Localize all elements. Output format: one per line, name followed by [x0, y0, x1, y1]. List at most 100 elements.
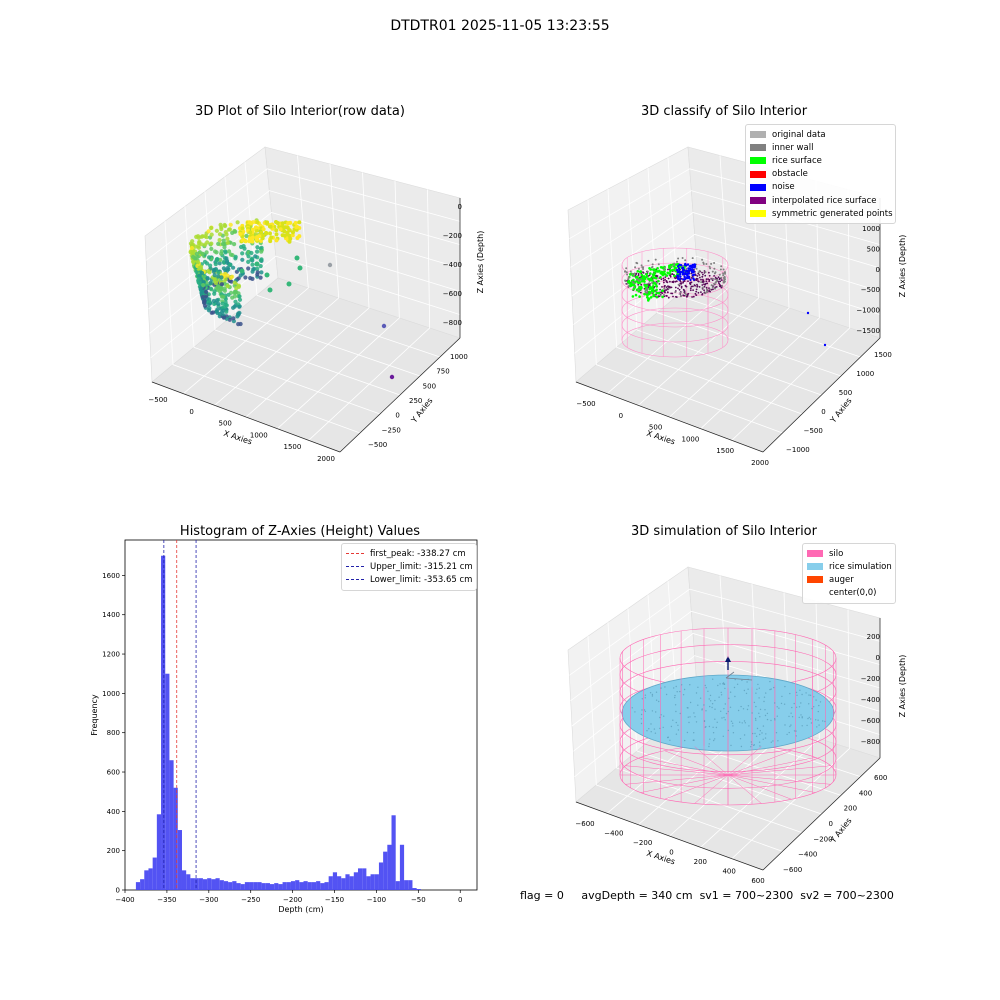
inner-wall-point	[722, 281, 725, 284]
y-tick-label: 0	[821, 408, 825, 416]
inner-wall-point	[637, 267, 640, 270]
data-point	[238, 232, 243, 236]
avg-depth-text: avgDepth = 340 cm	[581, 889, 693, 902]
rice-surface-point	[655, 285, 658, 288]
histogram-legend: first_peak: -338.27 cm Upper_limit: -315…	[341, 543, 477, 591]
rice-point	[754, 717, 757, 720]
histogram-bar	[211, 879, 216, 890]
inner-wall-point	[673, 262, 676, 265]
inner-wall-point	[714, 287, 717, 290]
data-point	[206, 229, 211, 234]
rice-point	[689, 716, 691, 718]
data-point	[286, 281, 292, 287]
data-point	[222, 245, 227, 250]
data-point	[287, 228, 292, 233]
rice-point	[763, 700, 765, 703]
data-point	[233, 229, 238, 234]
data-point	[211, 310, 216, 315]
rice-point	[686, 707, 688, 709]
legend-swatch	[807, 550, 823, 558]
data-point	[222, 260, 227, 265]
histogram-bar	[219, 880, 224, 890]
data-point	[217, 232, 223, 237]
x-tick-label: 0	[619, 412, 623, 420]
inner-wall-point	[673, 264, 675, 267]
interpolated-point	[671, 292, 674, 295]
interpolated-point	[701, 275, 704, 278]
histogram-bar	[257, 882, 262, 890]
y-tick-label: 600	[107, 769, 120, 777]
interpolated-point	[689, 282, 691, 284]
data-point	[200, 294, 205, 300]
panel1-title: 3D Plot of Silo Interior(row data)	[195, 104, 405, 119]
gridline	[145, 168, 461, 261]
rice-point	[801, 725, 803, 727]
inner-wall-point	[681, 257, 684, 259]
interpolated-point	[635, 272, 638, 275]
data-point	[221, 308, 226, 313]
noise-point	[679, 275, 682, 278]
data-point	[199, 234, 204, 239]
data-point	[232, 304, 237, 309]
rice-point	[709, 705, 711, 708]
rice-point	[793, 730, 796, 732]
interpolated-point	[663, 281, 665, 284]
histogram-bar	[240, 884, 245, 890]
histogram-bar	[370, 874, 375, 890]
rice-point	[651, 693, 654, 696]
data-point	[240, 257, 245, 262]
y-tick-label: −1000	[786, 446, 810, 454]
inner-wall-point	[631, 273, 634, 275]
inner-wall-point	[644, 291, 647, 294]
histogram-bar	[194, 878, 199, 890]
silo-floor-spoke	[727, 750, 792, 776]
rice-point	[708, 698, 710, 700]
rice-surface-point	[649, 278, 653, 282]
data-point	[206, 308, 211, 313]
z-tick-label: −500	[861, 286, 880, 294]
rice-point	[764, 709, 766, 711]
histogram-bar	[278, 884, 283, 890]
interpolated-point	[697, 280, 699, 282]
rice-point	[778, 707, 780, 709]
x-tick-label: −50	[411, 896, 426, 904]
legend-label: Lower_limit: -353.65 cm	[370, 574, 473, 585]
data-point	[202, 275, 207, 280]
interpolated-point	[703, 283, 705, 286]
x-tick-label: −350	[157, 896, 176, 904]
rice-surface-point	[668, 266, 671, 269]
rice-point	[693, 732, 695, 734]
inner-wall-point	[624, 270, 626, 273]
data-point	[206, 302, 211, 307]
data-point	[274, 228, 279, 233]
histogram-bar	[253, 882, 258, 890]
data-point	[224, 256, 229, 261]
rice-point	[819, 701, 822, 703]
inner-wall-point	[629, 270, 632, 273]
inner-wall-point	[626, 273, 629, 276]
rice-point	[793, 702, 795, 705]
inner-wall-point	[722, 268, 725, 271]
inner-wall-point	[713, 272, 716, 275]
rice-point	[810, 722, 813, 724]
rice-point	[770, 719, 772, 722]
data-point	[264, 231, 269, 236]
rice-point	[646, 730, 648, 732]
noise-point	[676, 274, 679, 277]
rice-point	[660, 714, 662, 716]
rice-point	[714, 699, 716, 702]
interpolated-point	[643, 287, 646, 290]
rice-point	[640, 713, 643, 716]
legend-swatch	[750, 144, 766, 152]
rice-point	[743, 720, 746, 722]
rice-point	[724, 687, 726, 690]
rice-point	[684, 739, 686, 742]
rice-surface-point	[631, 295, 635, 298]
y-axis-line	[762, 757, 881, 871]
interpolated-point	[665, 280, 668, 282]
x-axis-line	[575, 801, 764, 871]
data-point	[268, 239, 273, 244]
inner-wall-point	[697, 271, 700, 274]
histogram-plot-area	[124, 539, 478, 891]
legend-swatch	[750, 183, 766, 191]
